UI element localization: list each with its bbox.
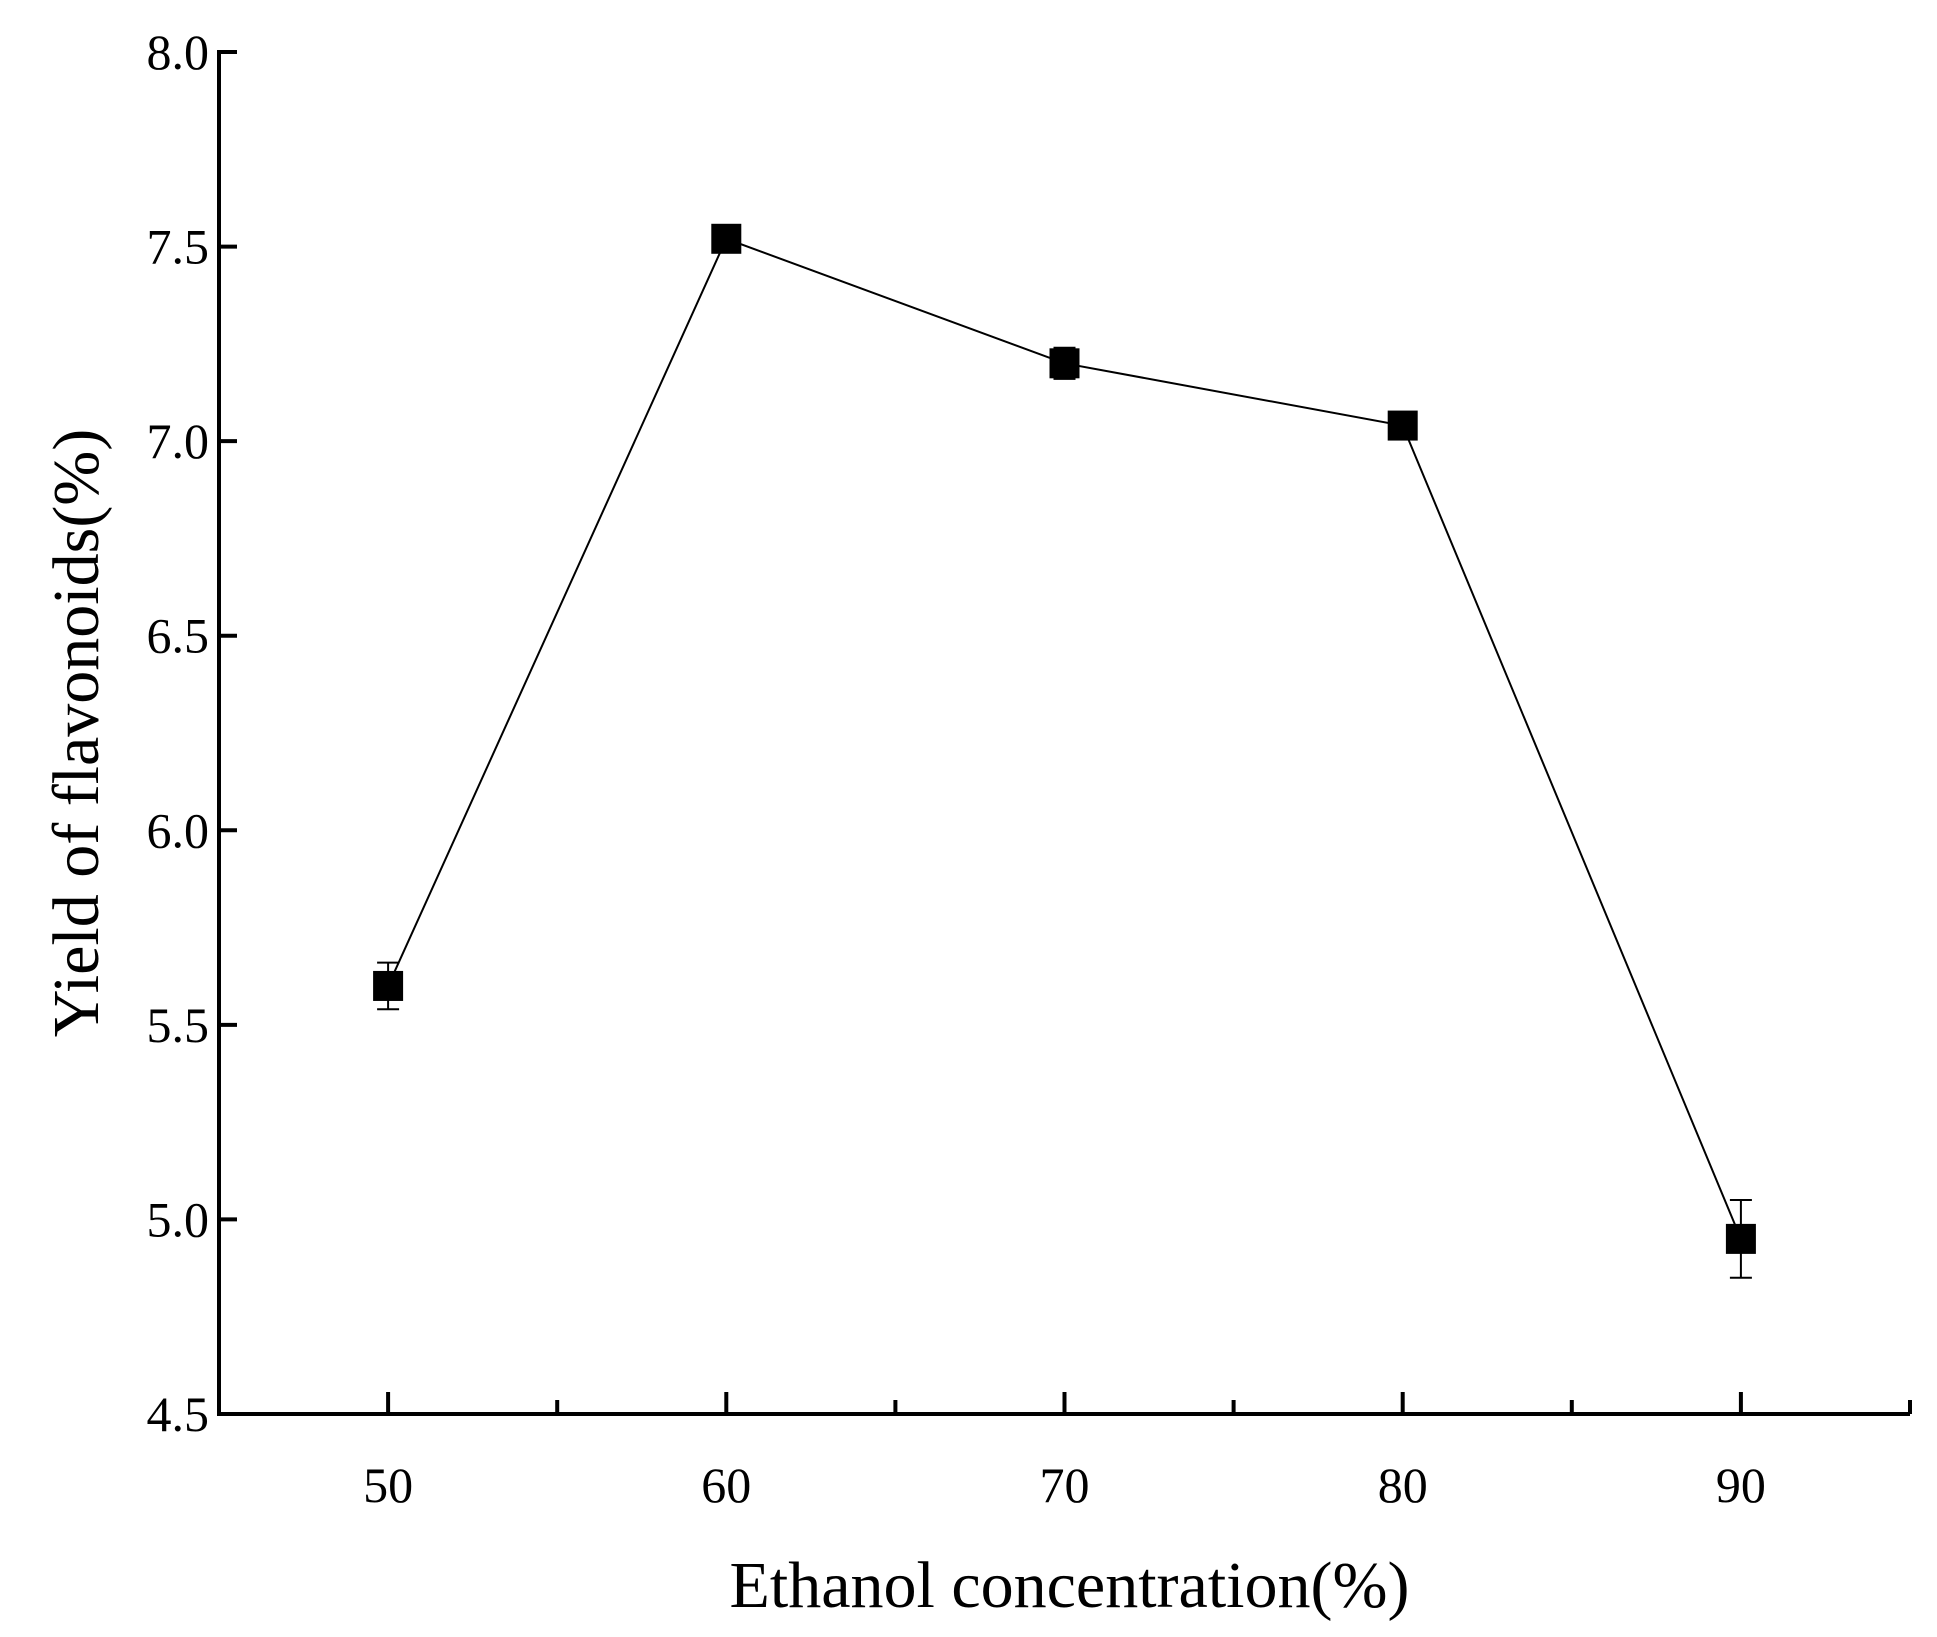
y-tick-label: 6.0 (147, 802, 210, 858)
y-axis-ticks: 4.5 5.0 5.5 6.0 6.5 7.0 7.5 8.0 (147, 24, 237, 1442)
y-tick-label: 4.5 (147, 1386, 210, 1442)
y-axis-title: Yield of flavonoids(%) (40, 429, 113, 1038)
y-tick-label: 8.0 (147, 24, 210, 80)
y-tick-label: 7.0 (147, 413, 210, 469)
data-point (1725, 1223, 1756, 1254)
data-point (373, 970, 404, 1001)
x-axis-title: Ethanol concentration(%) (730, 1549, 1410, 1622)
data-series (373, 223, 1756, 1279)
series-line (387, 237, 1742, 1240)
x-tick-label: 60 (701, 1457, 751, 1513)
x-tick-label: 50 (363, 1457, 413, 1513)
data-point (1049, 348, 1080, 379)
y-tick-label: 7.5 (147, 219, 210, 275)
y-tick-label: 5.5 (147, 997, 210, 1053)
x-tick-label: 90 (1716, 1457, 1766, 1513)
data-point (711, 223, 742, 254)
x-tick-label: 80 (1378, 1457, 1428, 1513)
x-axis-ticks: 50 60 70 80 90 (363, 1392, 1912, 1513)
y-tick-label: 5.0 (147, 1191, 210, 1247)
data-point (1387, 410, 1418, 441)
x-tick-label: 70 (1040, 1457, 1090, 1513)
y-tick-label: 6.5 (147, 608, 210, 664)
axes (217, 50, 1910, 1416)
